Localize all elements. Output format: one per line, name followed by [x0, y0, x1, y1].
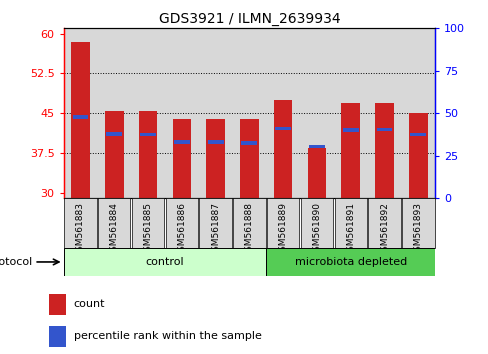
- Bar: [275, 127, 290, 130]
- FancyBboxPatch shape: [266, 198, 299, 248]
- Bar: [341, 103, 359, 198]
- Bar: [342, 129, 358, 132]
- Bar: [63, 28, 97, 198]
- Bar: [49, 294, 65, 315]
- FancyBboxPatch shape: [98, 198, 130, 248]
- Text: GSM561883: GSM561883: [76, 202, 85, 257]
- Bar: [97, 28, 131, 198]
- Text: percentile rank within the sample: percentile rank within the sample: [74, 331, 261, 341]
- FancyBboxPatch shape: [165, 198, 198, 248]
- Bar: [240, 119, 258, 198]
- Text: GSM561886: GSM561886: [177, 202, 186, 257]
- Bar: [49, 326, 65, 347]
- Bar: [367, 28, 401, 198]
- Text: protocol: protocol: [0, 257, 32, 267]
- Text: control: control: [145, 257, 184, 267]
- Text: GSM561887: GSM561887: [211, 202, 220, 257]
- Bar: [106, 132, 122, 136]
- Text: GSM561893: GSM561893: [413, 202, 422, 257]
- Bar: [140, 133, 156, 136]
- Bar: [172, 119, 191, 198]
- Bar: [376, 127, 392, 131]
- Bar: [333, 28, 367, 198]
- FancyBboxPatch shape: [401, 198, 434, 248]
- Text: GSM561885: GSM561885: [143, 202, 152, 257]
- Text: GSM561889: GSM561889: [278, 202, 287, 257]
- FancyBboxPatch shape: [233, 198, 265, 248]
- Bar: [401, 28, 434, 198]
- FancyBboxPatch shape: [300, 198, 332, 248]
- Bar: [71, 42, 90, 198]
- FancyBboxPatch shape: [367, 198, 400, 248]
- Bar: [273, 100, 292, 198]
- Text: microbiota depleted: microbiota depleted: [294, 257, 406, 267]
- FancyBboxPatch shape: [63, 248, 266, 276]
- Text: GSM561891: GSM561891: [346, 202, 354, 257]
- Bar: [308, 144, 324, 148]
- Bar: [409, 133, 426, 136]
- FancyBboxPatch shape: [266, 248, 434, 276]
- Bar: [266, 28, 300, 198]
- FancyBboxPatch shape: [132, 198, 164, 248]
- Bar: [207, 140, 223, 144]
- Bar: [139, 111, 157, 198]
- FancyBboxPatch shape: [199, 198, 231, 248]
- Bar: [241, 141, 257, 145]
- Bar: [72, 115, 88, 119]
- Title: GDS3921 / ILMN_2639934: GDS3921 / ILMN_2639934: [158, 12, 340, 26]
- Bar: [174, 140, 189, 144]
- Text: GSM561884: GSM561884: [109, 202, 119, 257]
- Bar: [300, 28, 333, 198]
- Bar: [206, 119, 224, 198]
- Text: GSM561890: GSM561890: [312, 202, 321, 257]
- Bar: [105, 111, 123, 198]
- Text: GSM561892: GSM561892: [379, 202, 388, 257]
- FancyBboxPatch shape: [64, 198, 97, 248]
- Bar: [307, 148, 325, 198]
- Text: count: count: [74, 299, 105, 309]
- FancyBboxPatch shape: [334, 198, 366, 248]
- Bar: [131, 28, 164, 198]
- Text: GSM561888: GSM561888: [244, 202, 253, 257]
- Bar: [374, 103, 393, 198]
- Bar: [164, 28, 198, 198]
- Bar: [198, 28, 232, 198]
- Bar: [408, 113, 427, 198]
- Bar: [232, 28, 266, 198]
